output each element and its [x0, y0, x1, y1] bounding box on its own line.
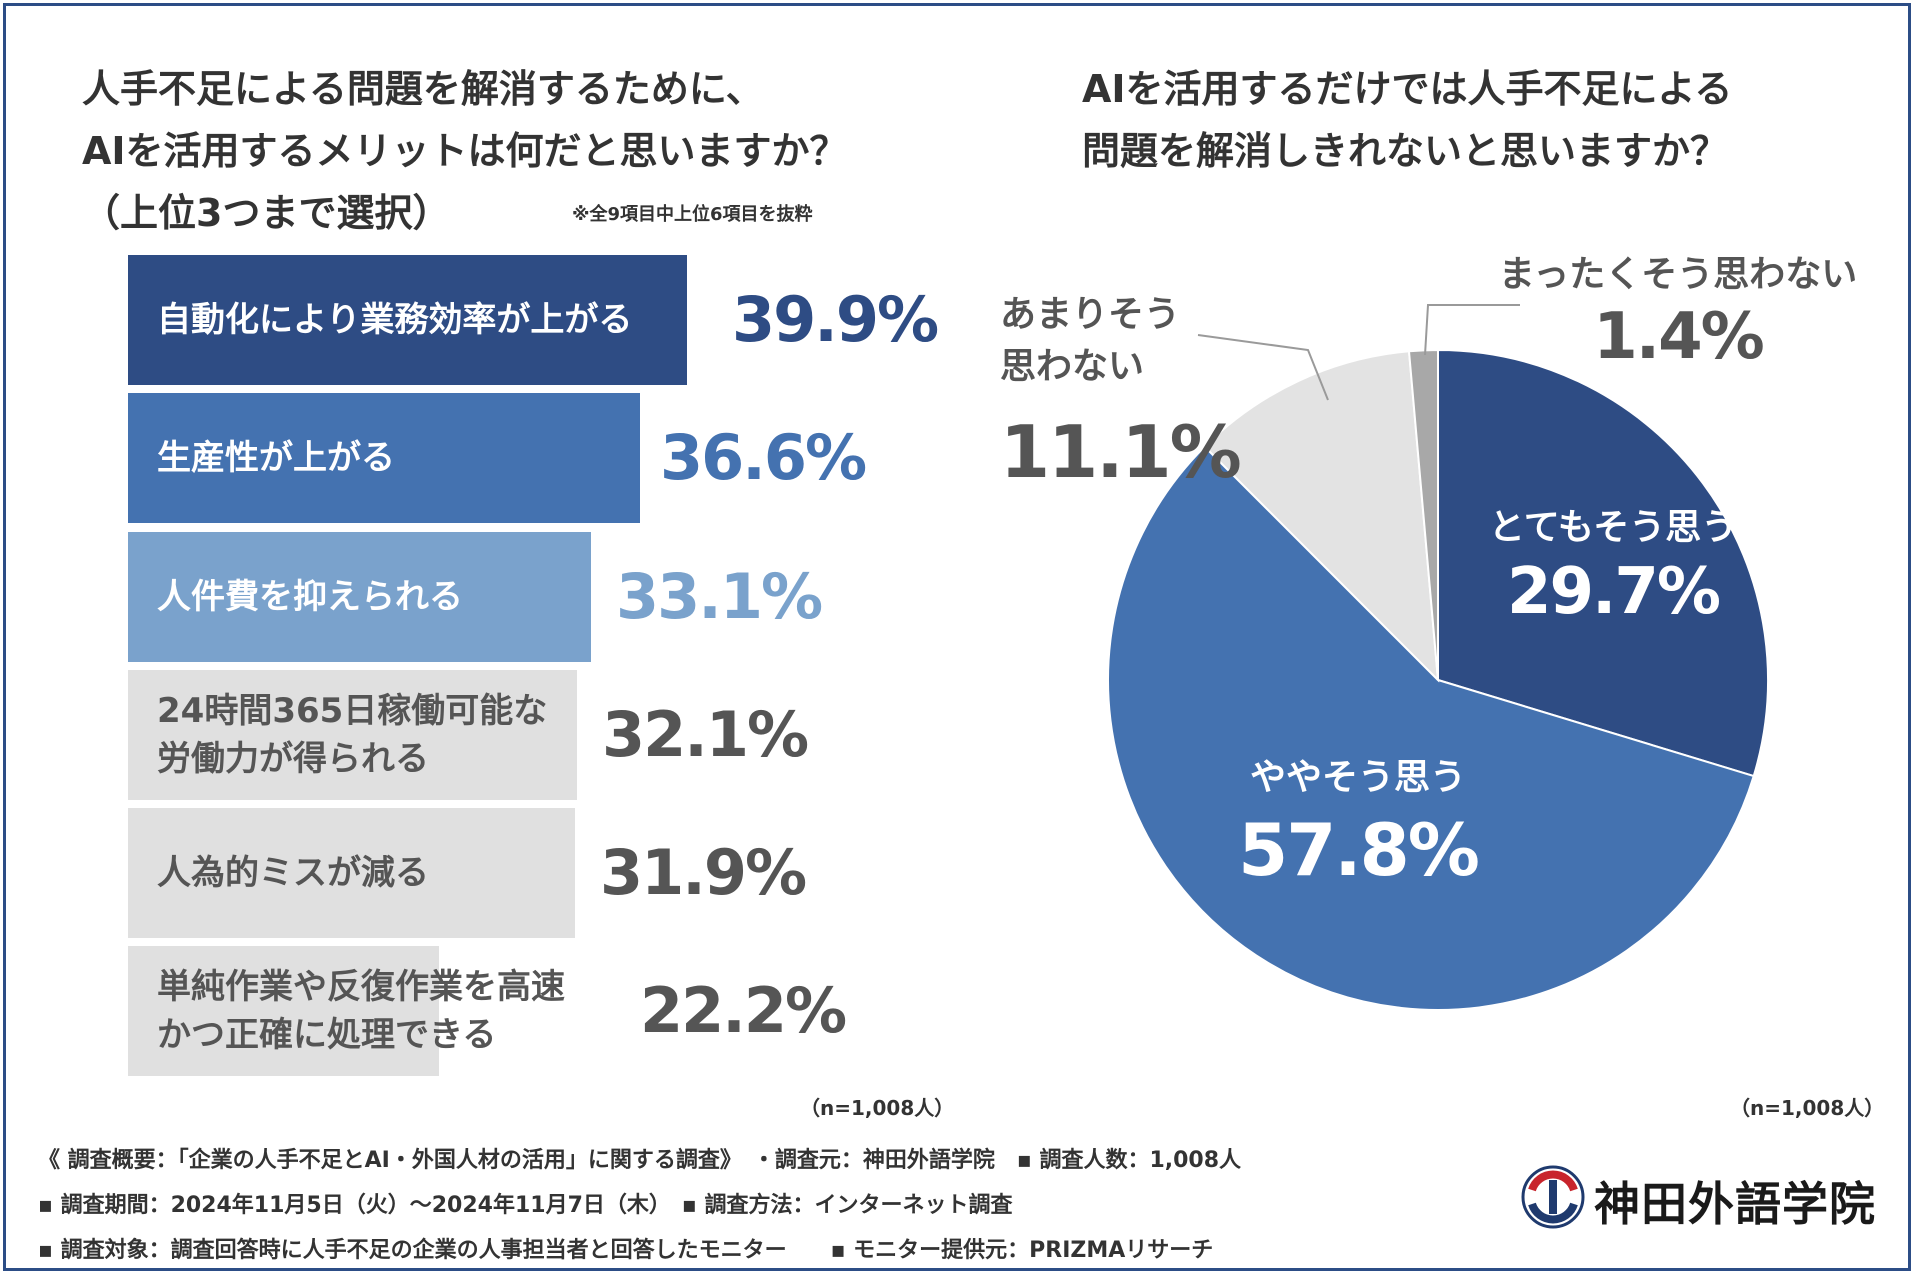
pie-label-2: ややそう思う — [1249, 757, 1466, 798]
pie-label-1: とてもそう思う — [1488, 507, 1738, 548]
leader-line-3 — [1197, 334, 1329, 401]
pie-chart-title: AIを活用するだけでは人手不足による 問題を解消しきれないと思いますか？ — [1082, 58, 1732, 182]
bar-title-line-2: AIを活用するメリットは何だと思いますか？ — [82, 129, 848, 173]
bar-label-4-line-2: 労働力が得られる — [157, 739, 429, 779]
pie-value-2: 57.8% — [1238, 808, 1480, 892]
leader-line-4 — [1424, 304, 1520, 356]
bar-6 — [128, 946, 439, 1076]
bar-3 — [128, 532, 591, 662]
bar-label-4-line-1: 24時間365日稼働可能な — [157, 691, 548, 731]
bar-value-4: 32.1% — [602, 698, 809, 771]
pie-sample-size: （n=1,008人） — [1730, 1096, 1885, 1120]
footer-survey-overview: 《 調査概要：「企業の人手不足とAI・外国人材の活用」に関する調査》 ・調査元：… — [38, 1148, 1242, 1173]
bar-1 — [128, 255, 687, 385]
pie-label-3-line-1: あまりそう — [1000, 294, 1181, 335]
pie-slice-3 — [1203, 350, 1440, 683]
school-emblem-icon — [1521, 1165, 1585, 1229]
pie-value-1: 29.7% — [1506, 555, 1721, 629]
brand-logo: 神田外語学院 — [1518, 1162, 1888, 1232]
pie-slice-4 — [1407, 348, 1439, 681]
pie-value-3: 11.1% — [1000, 410, 1242, 494]
bar-title-line-3: （上位3つまで選択） — [82, 191, 451, 235]
bar-4 — [128, 670, 577, 800]
bar-sample-size: （n=1,008人） — [800, 1096, 955, 1120]
bar-title-line-1: 人手不足による問題を解消するために、 — [82, 67, 764, 111]
bar-label-3: 人件費を抑えられる — [157, 577, 463, 617]
bar-label-6-line-2: かつ正確に処理できる — [157, 1015, 497, 1055]
bar-chart-note: ※全9項目中上位6項目を抜粋 — [572, 204, 813, 225]
footer-survey-target: ▪ 調査対象：調査回答時に人手不足の企業の人事担当者と回答したモニター ▪ モニ… — [38, 1238, 1214, 1263]
pie-label-3-line-2: 思わない — [1000, 346, 1145, 387]
bar-label-2: 生産性が上がる — [157, 438, 395, 478]
bar-value-3: 33.1% — [616, 560, 823, 633]
school-name: 神田外語学院 — [1594, 1177, 1876, 1231]
bar-value-1: 39.9% — [732, 283, 939, 356]
bar-label-5: 人為的ミスが減る — [157, 853, 429, 893]
bar-value-2: 36.6% — [660, 421, 867, 494]
bar-value-6: 22.2% — [640, 974, 847, 1047]
pie-title-line-2: 問題を解消しきれないと思いますか？ — [1082, 129, 1729, 173]
pie-slice-2 — [1107, 445, 1755, 1011]
pie-value-4: 1.4% — [1593, 300, 1765, 374]
outer-frame — [3, 3, 1911, 1271]
pie-title-line-1: AIを活用するだけでは人手不足による — [1082, 67, 1733, 111]
pie-slice-1 — [1437, 348, 1769, 778]
bar-label-1: 自動化により業務効率が上がる — [157, 300, 633, 340]
bar-value-5: 31.9% — [600, 836, 807, 909]
footer-survey-period: ▪ 調査期間：2024年11月5日（火）〜2024年11月7日（木） ▪ 調査方… — [38, 1193, 1013, 1218]
bar-chart-title: 人手不足による問題を解消するために、 AIを活用するメリットは何だと思いますか？… — [82, 58, 848, 244]
bar-5 — [128, 808, 575, 938]
bar-2 — [128, 393, 640, 523]
bar-label-6-line-1: 単純作業や反復作業を高速 — [157, 967, 565, 1007]
pie-label-4: まったくそう思わない — [1498, 254, 1858, 295]
